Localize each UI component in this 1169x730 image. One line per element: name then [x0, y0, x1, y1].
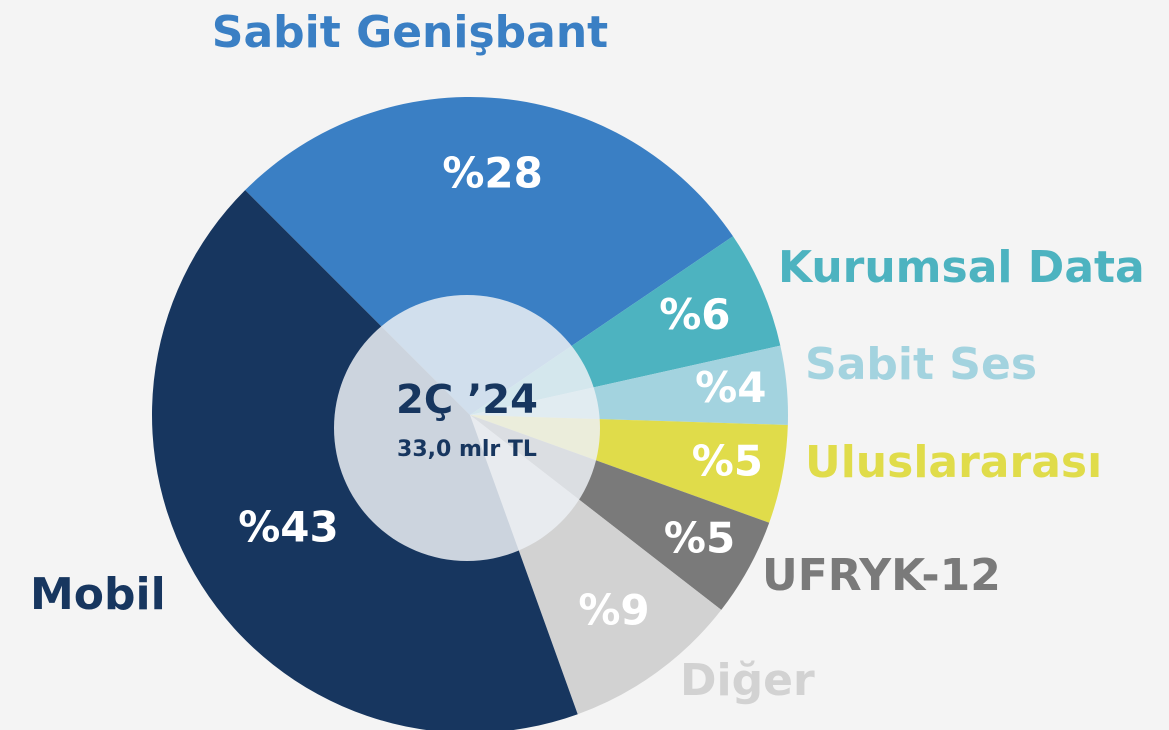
category-label: Uluslararası [805, 437, 1102, 488]
category-label: Mobil [30, 569, 166, 620]
value-label: %5 [664, 514, 735, 563]
value-label: %6 [659, 290, 730, 339]
category-label: Kurumsal Data [778, 242, 1145, 293]
category-label: UFRYK-12 [762, 550, 1001, 601]
category-label: Sabit Genişbant [212, 7, 608, 58]
value-label: %9 [578, 586, 649, 635]
slice [245, 97, 734, 415]
category-label: Diğer [680, 655, 815, 706]
center-disc [334, 295, 600, 561]
value-label: %4 [695, 363, 766, 412]
value-label: %28 [442, 149, 543, 198]
value-label: %5 [692, 437, 763, 486]
value-label: %43 [238, 503, 339, 552]
center-subtitle: 33,0 mlr TL [397, 437, 537, 462]
category-label: Sabit Ses [805, 339, 1037, 390]
center-title: 2Ç ’24 [396, 377, 538, 423]
